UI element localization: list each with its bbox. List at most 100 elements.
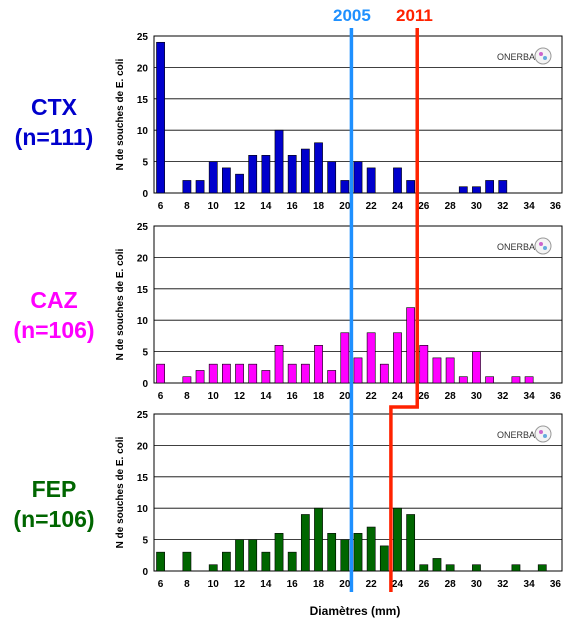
bar-caz-28 <box>445 357 455 384</box>
bar-fep-11 <box>222 551 231 572</box>
bar-ctx-9 <box>195 180 205 194</box>
x-tick-fep-10: 10 <box>208 579 220 590</box>
breakpoint-label-2011: 2011 <box>396 6 433 25</box>
y-tick-fep-20: 20 <box>137 441 149 452</box>
bar-fep-16 <box>287 551 297 572</box>
y-tick-caz-20: 20 <box>137 253 149 264</box>
bar-fep-17 <box>300 514 310 572</box>
bar-caz-12 <box>235 363 244 384</box>
bar-fep-24 <box>393 507 402 572</box>
bar-fep-22 <box>366 526 376 572</box>
y-tick-ctx-5: 5 <box>142 158 148 169</box>
bar-caz-25 <box>406 307 416 384</box>
bar-fep-30 <box>472 564 481 572</box>
bar-ctx-24 <box>393 167 402 194</box>
bar-caz-15 <box>274 345 284 384</box>
watermark-ctx: ONERBA <box>497 52 535 62</box>
y-axis-label-caz: N de souches de E. coli <box>115 248 126 360</box>
y-tick-fep-15: 15 <box>137 473 149 484</box>
bar-caz-18 <box>314 345 323 384</box>
y-tick-fep-10: 10 <box>137 504 149 515</box>
x-tick-caz-14: 14 <box>260 391 272 402</box>
bar-ctx-6 <box>156 41 165 194</box>
panel-name-caz: CAZ <box>30 287 78 313</box>
x-tick-fep-26: 26 <box>418 579 430 590</box>
bar-ctx-20 <box>340 180 350 194</box>
bar-fep-27 <box>432 558 442 572</box>
bar-fep-33 <box>511 564 521 572</box>
x-tick-caz-22: 22 <box>366 391 378 402</box>
bar-ctx-21 <box>353 161 363 194</box>
y-tick-ctx-0: 0 <box>142 189 148 200</box>
watermark-fep: ONERBA <box>497 430 535 440</box>
bar-caz-34 <box>524 376 534 384</box>
panel-name-fep: FEP <box>31 476 77 502</box>
watermark-caz: ONERBA <box>497 242 535 252</box>
x-tick-caz-26: 26 <box>418 391 430 402</box>
logo-circle-caz <box>534 237 552 255</box>
logo-dot-b-caz <box>543 246 547 250</box>
bar-caz-14 <box>261 370 271 384</box>
logo-circle-ctx <box>534 47 552 65</box>
bar-caz-21 <box>353 357 363 384</box>
bar-caz-13 <box>248 363 258 384</box>
x-tick-ctx-26: 26 <box>418 201 430 212</box>
y-tick-ctx-20: 20 <box>137 63 149 74</box>
x-tick-ctx-34: 34 <box>524 201 536 212</box>
x-tick-caz-36: 36 <box>550 391 562 402</box>
x-tick-ctx-20: 20 <box>339 201 351 212</box>
panel-name-ctx: CTX <box>31 94 77 120</box>
bar-ctx-19 <box>327 161 337 194</box>
y-tick-caz-5: 5 <box>142 348 148 359</box>
bar-fep-13 <box>248 539 258 572</box>
y-axis-label-fep: N de souches de E. coli <box>115 436 126 548</box>
x-tick-caz-20: 20 <box>339 391 351 402</box>
y-tick-ctx-10: 10 <box>137 126 149 137</box>
bar-ctx-22 <box>366 167 376 194</box>
x-tick-caz-10: 10 <box>208 391 220 402</box>
x-tick-ctx-10: 10 <box>208 201 220 212</box>
bar-caz-26 <box>419 345 429 384</box>
bar-ctx-31 <box>485 180 494 194</box>
bar-fep-15 <box>274 533 284 572</box>
y-axis-label-ctx: N de souches de E. coli <box>115 58 126 170</box>
y-tick-caz-0: 0 <box>142 379 148 390</box>
bar-caz-23 <box>379 363 389 384</box>
bar-caz-29 <box>458 376 468 384</box>
x-tick-caz-30: 30 <box>471 391 483 402</box>
x-tick-caz-6: 6 <box>158 391 164 402</box>
logo-dot-a-fep <box>539 430 543 434</box>
x-tick-ctx-30: 30 <box>471 201 483 212</box>
bar-ctx-25 <box>406 180 416 194</box>
bar-ctx-14 <box>261 155 271 194</box>
x-tick-caz-34: 34 <box>524 391 536 402</box>
panel-n-ctx: (n=111) <box>14 124 94 150</box>
bar-fep-23 <box>379 545 389 572</box>
panel-n-fep: (n=106) <box>13 506 95 532</box>
x-tick-fep-12: 12 <box>234 579 246 590</box>
x-tick-fep-34: 34 <box>524 579 536 590</box>
y-tick-fep-0: 0 <box>142 567 148 578</box>
x-tick-ctx-14: 14 <box>260 201 272 212</box>
x-tick-fep-36: 36 <box>550 579 562 590</box>
x-tick-caz-12: 12 <box>234 391 246 402</box>
bar-ctx-17 <box>300 148 310 194</box>
x-tick-caz-24: 24 <box>392 391 404 402</box>
y-tick-ctx-25: 25 <box>137 32 149 43</box>
bar-caz-33 <box>511 376 521 384</box>
x-tick-ctx-32: 32 <box>497 201 509 212</box>
x-tick-ctx-8: 8 <box>184 201 190 212</box>
bar-fep-26 <box>419 564 429 572</box>
bar-fep-28 <box>445 564 455 572</box>
x-tick-ctx-36: 36 <box>550 201 562 212</box>
x-tick-caz-8: 8 <box>184 391 190 402</box>
bar-caz-17 <box>300 363 310 384</box>
bar-caz-27 <box>432 357 442 384</box>
x-tick-ctx-22: 22 <box>366 201 378 212</box>
x-tick-caz-16: 16 <box>287 391 299 402</box>
x-tick-fep-18: 18 <box>313 579 325 590</box>
bar-caz-9 <box>195 370 205 384</box>
bar-fep-8 <box>182 551 192 572</box>
bar-caz-6 <box>156 363 165 384</box>
